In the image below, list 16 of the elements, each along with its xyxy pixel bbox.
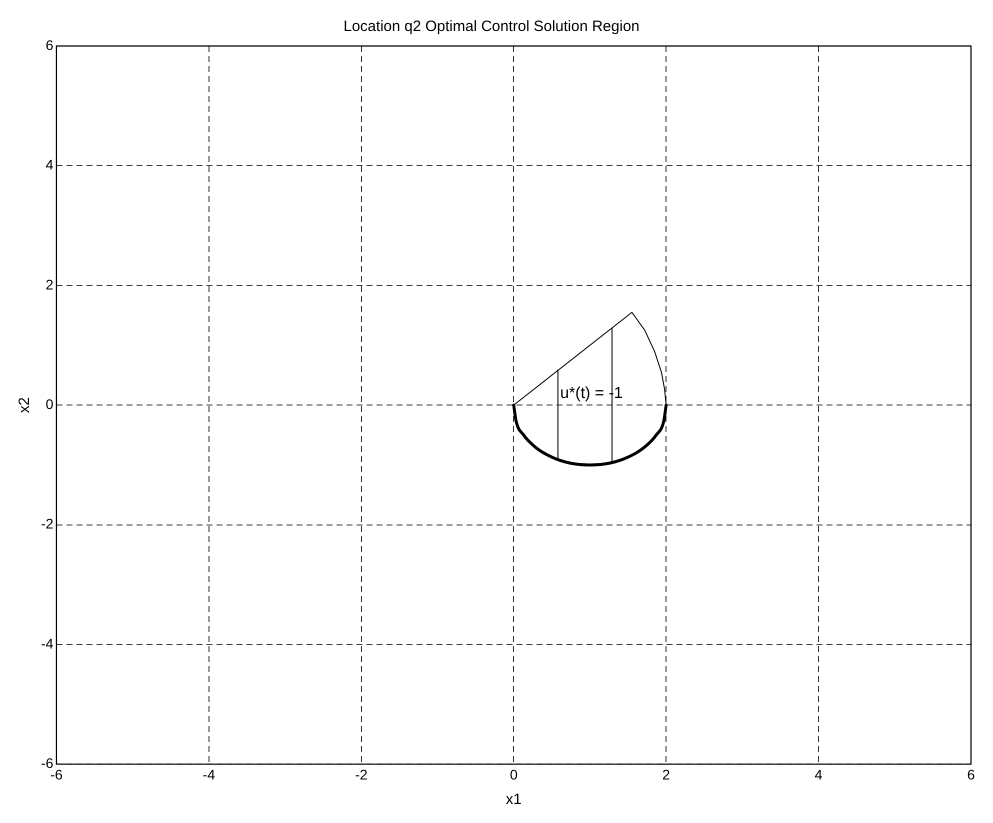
- x-axis-title: x1: [506, 791, 522, 808]
- y-tick-label: 0: [46, 396, 54, 412]
- x-tick-label: 0: [510, 766, 518, 782]
- chart-title: Location q2 Optimal Control Solution Region: [343, 18, 640, 36]
- x-tick-label: 6: [967, 766, 976, 782]
- y-tick-label: 2: [46, 276, 54, 292]
- x-tick-label: -4: [202, 766, 216, 782]
- y-tick-label: 4: [46, 156, 54, 173]
- x-tick-label: -2: [355, 766, 368, 782]
- y-tick-label: 6: [46, 36, 54, 53]
- x-tick-label: 2: [662, 766, 670, 782]
- y-tick-label: -2: [40, 516, 54, 532]
- y-tick-label: -6: [40, 755, 54, 772]
- y-tick-label: -4: [40, 635, 54, 652]
- x-tick-label: 4: [814, 766, 823, 782]
- y-axis-title: x2: [16, 397, 34, 414]
